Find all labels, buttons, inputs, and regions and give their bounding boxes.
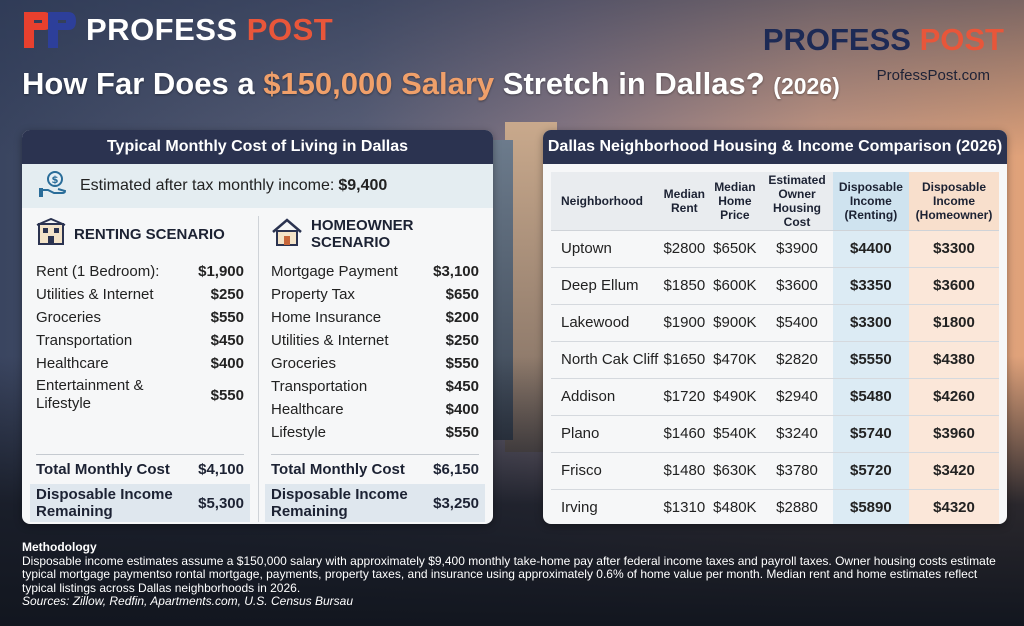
- homeowner-scenario: HOMEOWNER SCENARIO Mortgage Payment $3,10…: [258, 216, 485, 522]
- table-row: Plano $1460 $540K $3240 $5740 $3960: [551, 415, 999, 453]
- value-cell: $600K: [708, 267, 762, 305]
- apartment-building-icon: [36, 217, 66, 251]
- table-row: Lakewood $1900 $900K $5400 $3300 $1800: [551, 304, 999, 342]
- table-row: North Cak Cliff $1650 $470K $2820 $5550 $4380: [551, 341, 999, 379]
- brand-name: PROFESS POST: [86, 12, 334, 47]
- brand-name-right: PROFESS POST: [762, 22, 1004, 57]
- table-row: Irving $1310 $480K $2880 $5890 $4320: [551, 489, 999, 524]
- value-cell: $1800: [909, 304, 999, 342]
- brand-mark-icon: [22, 10, 78, 50]
- value-cell: $3960: [909, 415, 999, 453]
- homeowner-total-row: Total Monthly Cost $6,150: [271, 454, 479, 484]
- value-cell: $5550: [832, 341, 910, 379]
- site-url[interactable]: ProfessPost.com: [876, 67, 990, 84]
- value-cell: $3780: [761, 452, 833, 490]
- value-cell: $3900: [761, 230, 833, 268]
- value-cell: $1650: [660, 341, 709, 379]
- neighborhood-cell: Uptown: [551, 230, 661, 268]
- renting-total-row: Total Monthly Cost $4,100: [36, 454, 244, 484]
- value-cell: $4400: [832, 230, 910, 268]
- brand-logo: PROFESS POST: [22, 10, 333, 50]
- income-summary: $ Estimated after tax monthly income: $9…: [22, 164, 493, 208]
- value-cell: $3240: [761, 415, 833, 453]
- value-cell: $2880: [761, 489, 833, 524]
- table-row: Addison $1720 $490K $2940 $5480 $4260: [551, 378, 999, 416]
- value-cell: $480K: [708, 489, 762, 524]
- value-cell: $5720: [832, 452, 910, 490]
- scenario-title: HOMEOWNER SCENARIO: [311, 217, 414, 251]
- neighborhood-comparison-panel: Dallas Neighborhood Housing & Income Com…: [543, 130, 1007, 524]
- value-cell: $900K: [708, 304, 762, 342]
- value-cell: $470K: [708, 341, 762, 379]
- scenario-title: RENTING SCENARIO: [74, 225, 225, 243]
- value-cell: $3300: [909, 230, 999, 268]
- value-cell: $3350: [832, 267, 910, 305]
- panel-title: Typical Monthly Cost of Living in Dallas: [22, 130, 493, 164]
- value-cell: $1850: [660, 267, 709, 305]
- neighborhood-cell: Irving: [551, 489, 661, 524]
- value-cell: $3300: [832, 304, 910, 342]
- page-title: How Far Does a $150,000 Salary Stretch i…: [22, 66, 840, 101]
- value-cell: $2940: [761, 378, 833, 416]
- value-cell: $5480: [832, 378, 910, 416]
- value-cell: $2800: [660, 230, 709, 268]
- neighborhood-cell: Plano: [551, 415, 661, 453]
- value-cell: $650K: [708, 230, 762, 268]
- value-cell: $2820: [761, 341, 833, 379]
- table-header-row: Neighborhood Median Rent Median Home Pri…: [551, 172, 999, 231]
- value-cell: $490K: [708, 378, 762, 416]
- neighborhood-cell: Lakewood: [551, 304, 661, 342]
- income-label: Estimated after tax monthly income:: [80, 177, 335, 194]
- value-cell: $5400: [761, 304, 833, 342]
- cost-of-living-panel: Typical Monthly Cost of Living in Dallas…: [22, 130, 493, 524]
- value-cell: $4380: [909, 341, 999, 379]
- value-cell: $1720: [660, 378, 709, 416]
- value-cell: $5890: [832, 489, 910, 524]
- neighborhood-cell: Addison: [551, 378, 661, 416]
- value-cell: $3600: [761, 267, 833, 305]
- table-row: Uptown $2800 $650K $3900 $4400 $3300: [551, 230, 999, 268]
- svg-text:$: $: [52, 175, 59, 186]
- value-cell: $1480: [660, 452, 709, 490]
- income-value: $9,400: [338, 177, 388, 194]
- house-icon: [271, 217, 303, 251]
- value-cell: $630K: [708, 452, 762, 490]
- table-row: Deep Ellum $1850 $600K $3600 $3350 $3600: [551, 267, 999, 305]
- money-hand-icon: $: [38, 170, 68, 203]
- value-cell: $1310: [660, 489, 709, 524]
- value-cell: $1460: [660, 415, 709, 453]
- neighborhood-cell: Deep Ellum: [551, 267, 661, 305]
- value-cell: $3600: [909, 267, 999, 305]
- value-cell: $5740: [832, 415, 910, 453]
- neighborhood-cell: Frisco: [551, 452, 661, 490]
- table-row: Frisco $1480 $630K $3780 $5720 $3420: [551, 452, 999, 490]
- homeowner-disposable-row: Disposable Income Remaining $3,250: [265, 484, 485, 522]
- value-cell: $3420: [909, 452, 999, 490]
- comparison-table: Neighborhood Median Rent Median Home Pri…: [551, 172, 999, 524]
- value-cell: $1900: [660, 304, 709, 342]
- value-cell: $540K: [708, 415, 762, 453]
- value-cell: $4260: [909, 378, 999, 416]
- renting-scenario: RENTING SCENARIO Rent (1 Bedroom): $1,900…: [30, 216, 250, 522]
- neighborhood-cell: North Cak Cliff: [551, 341, 661, 379]
- panel-title: Dallas Neighborhood Housing & Income Com…: [543, 130, 1007, 164]
- renting-disposable-row: Disposable Income Remaining $5,300: [30, 484, 250, 522]
- methodology-note: Methodology Disposable income estimates …: [22, 540, 996, 608]
- value-cell: $4320: [909, 489, 999, 524]
